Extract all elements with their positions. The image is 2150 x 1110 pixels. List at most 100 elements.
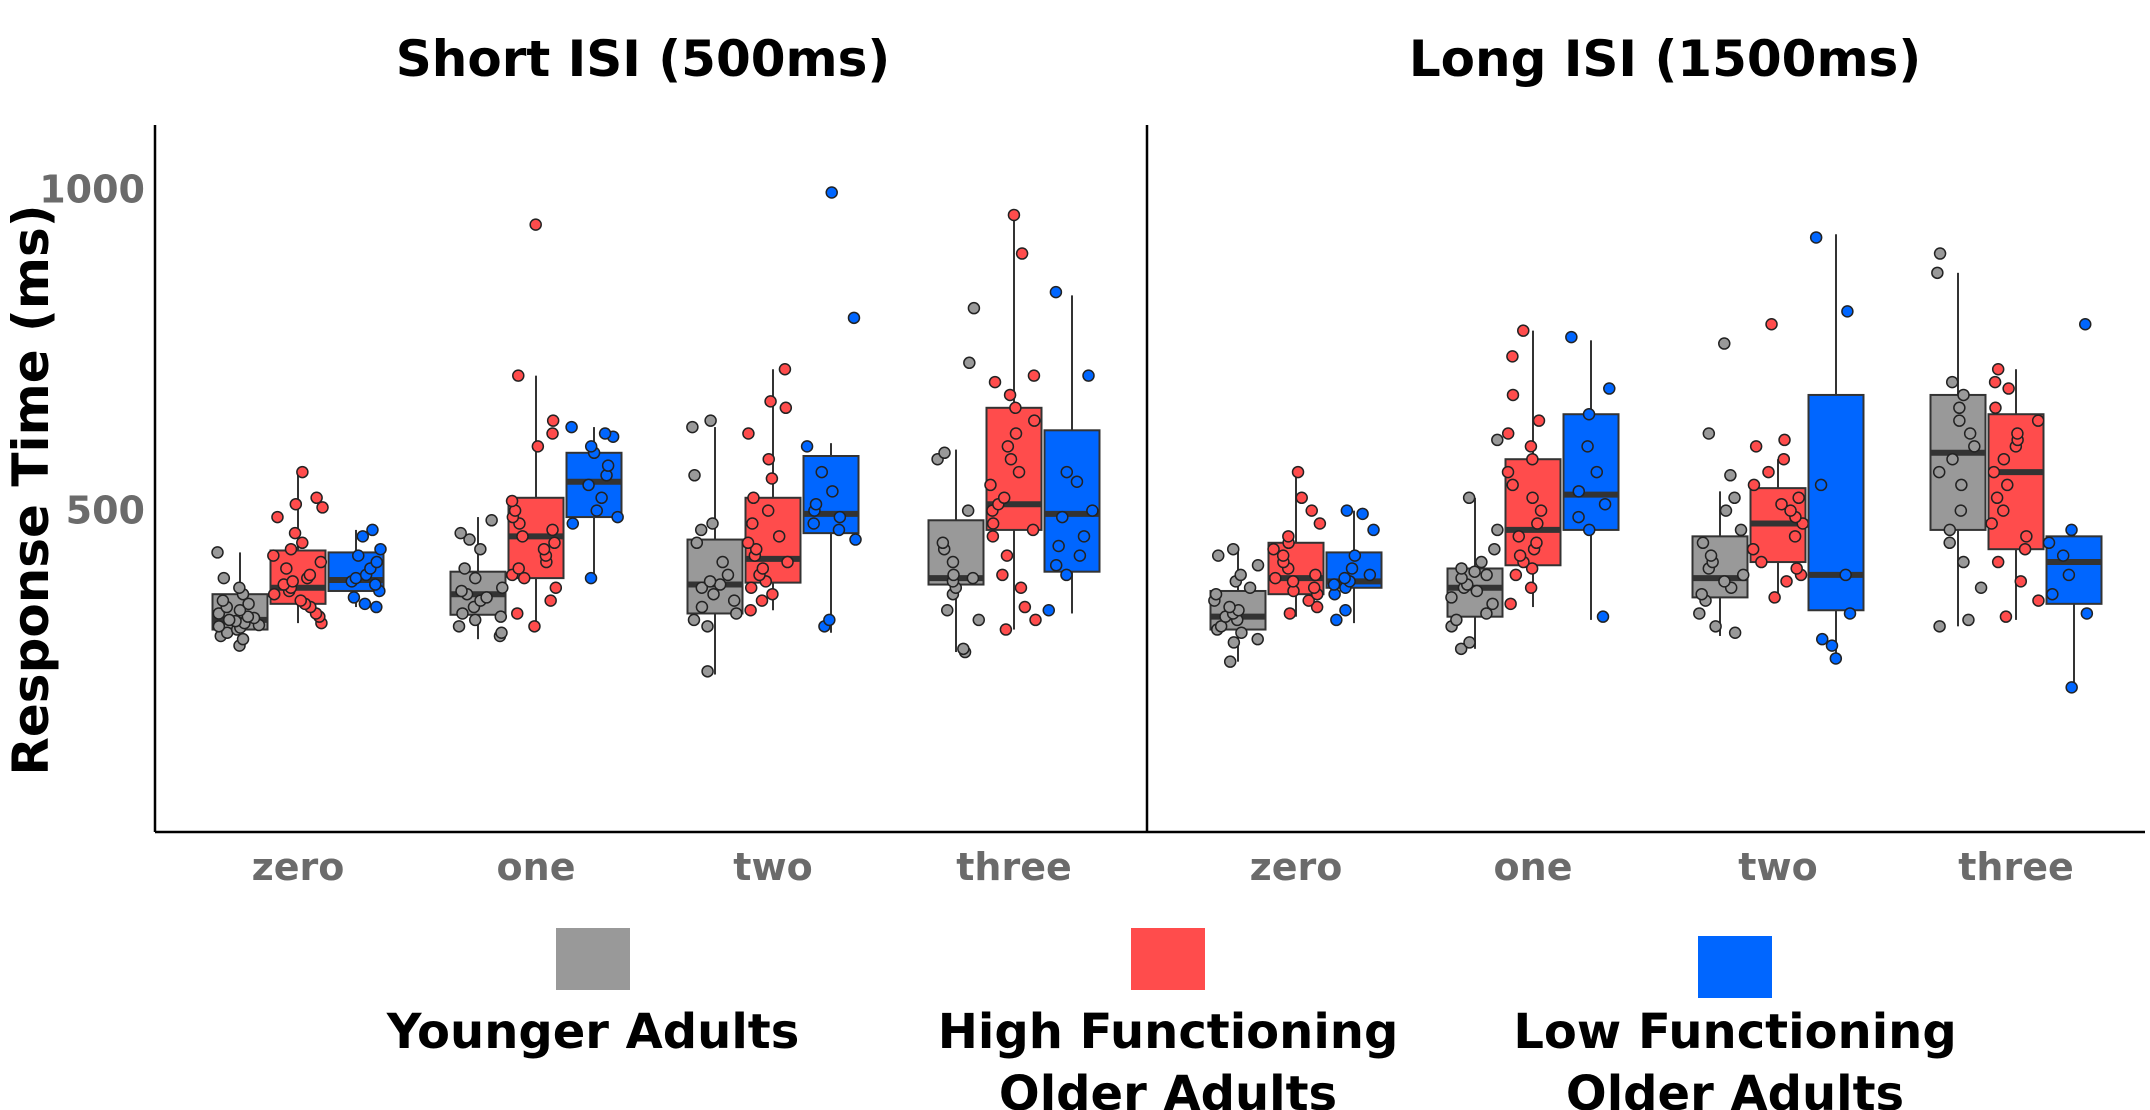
data-point bbox=[756, 562, 770, 575]
data-point bbox=[1809, 231, 1823, 244]
data-point bbox=[280, 562, 293, 575]
data-point bbox=[1338, 571, 1351, 585]
data-point bbox=[1943, 523, 1957, 537]
data-point bbox=[687, 613, 701, 627]
data-point bbox=[823, 613, 836, 627]
box-group bbox=[741, 362, 802, 617]
box-group bbox=[1985, 362, 2045, 623]
data-point bbox=[271, 510, 284, 524]
data-point bbox=[1989, 401, 2002, 415]
data-point bbox=[747, 491, 760, 505]
data-point bbox=[744, 604, 757, 617]
x-tick-label: two bbox=[733, 845, 812, 889]
data-point bbox=[764, 395, 777, 408]
box-group bbox=[1325, 504, 1383, 627]
x-tick-label: zero bbox=[1250, 845, 1343, 889]
data-point bbox=[546, 523, 559, 537]
data-point bbox=[1251, 632, 1264, 646]
data-point bbox=[370, 555, 383, 569]
panel-titles: Short ISI (500ms) Long ISI (1500ms) bbox=[396, 30, 1921, 88]
data-point bbox=[1060, 568, 1073, 582]
data-point bbox=[233, 604, 247, 617]
data-point bbox=[1302, 594, 1315, 607]
box-group bbox=[449, 514, 509, 643]
data-point bbox=[1491, 433, 1504, 447]
data-point bbox=[716, 555, 729, 569]
data-point bbox=[2031, 414, 2045, 427]
data-point bbox=[997, 491, 1011, 505]
data-point bbox=[303, 568, 317, 582]
panel-title: Short ISI (500ms) bbox=[396, 30, 890, 88]
data-point bbox=[1291, 465, 1305, 479]
box-group bbox=[927, 301, 986, 659]
box-group bbox=[1562, 330, 1620, 623]
data-point bbox=[458, 562, 471, 575]
data-point bbox=[1450, 613, 1463, 627]
data-point bbox=[847, 311, 861, 325]
data-point bbox=[761, 504, 775, 517]
box-group bbox=[1691, 337, 1750, 640]
data-point bbox=[1475, 555, 1488, 569]
data-point bbox=[2065, 681, 2078, 694]
data-point bbox=[469, 571, 482, 585]
data-point bbox=[779, 401, 793, 415]
data-point bbox=[1276, 549, 1290, 562]
data-point bbox=[1480, 607, 1493, 620]
data-point bbox=[1077, 530, 1091, 543]
data-point bbox=[1305, 504, 1318, 517]
data-point bbox=[1003, 388, 1017, 402]
data-point bbox=[463, 533, 476, 546]
data-point bbox=[284, 542, 298, 556]
data-point bbox=[1736, 568, 1750, 582]
data-point bbox=[1581, 440, 1594, 453]
x-tick-label: two bbox=[1738, 845, 1817, 889]
data-point bbox=[512, 369, 525, 382]
data-point bbox=[1788, 530, 1802, 543]
data-point bbox=[1307, 581, 1321, 595]
data-point bbox=[1968, 440, 1981, 453]
data-point bbox=[496, 581, 509, 595]
data-point bbox=[531, 440, 545, 453]
legend-label: Younger Adults bbox=[386, 1004, 800, 1060]
x-tick-label: one bbox=[1494, 845, 1573, 889]
data-point bbox=[1027, 369, 1041, 382]
data-point bbox=[212, 620, 226, 633]
data-point bbox=[695, 600, 709, 614]
data-point bbox=[778, 362, 792, 376]
data-point bbox=[1227, 636, 1241, 649]
data-point bbox=[1775, 497, 1788, 511]
data-point bbox=[1004, 452, 1018, 466]
data-point bbox=[1784, 504, 1797, 517]
data-point bbox=[1015, 247, 1029, 260]
data-point bbox=[1957, 555, 1970, 569]
legend-swatch bbox=[556, 928, 630, 990]
data-point bbox=[1734, 523, 1748, 537]
data-point bbox=[1060, 465, 1074, 479]
legend: Younger Adults High Functioning Older Adul… bbox=[386, 928, 1957, 1110]
data-point bbox=[1455, 562, 1468, 575]
data-point bbox=[505, 494, 519, 508]
data-point bbox=[1506, 388, 1520, 402]
panel-title: Long ISI (1500ms) bbox=[1409, 30, 1921, 88]
data-point bbox=[690, 536, 704, 550]
data-point bbox=[772, 530, 786, 543]
data-point bbox=[454, 526, 467, 540]
data-point bbox=[566, 517, 580, 530]
data-point bbox=[988, 375, 1002, 389]
data-point bbox=[584, 571, 598, 585]
data-point bbox=[452, 620, 466, 633]
data-point bbox=[1517, 324, 1530, 337]
data-point bbox=[1534, 504, 1548, 517]
data-point bbox=[1718, 337, 1731, 350]
x-ticks: zero one two three zero one two three bbox=[252, 845, 2074, 889]
data-point bbox=[1768, 591, 1781, 604]
data-point bbox=[1086, 504, 1099, 517]
data-point bbox=[1933, 620, 1946, 633]
box-group bbox=[1807, 231, 1865, 665]
data-point bbox=[537, 542, 551, 556]
data-point bbox=[1815, 632, 1829, 646]
data-point bbox=[511, 607, 524, 620]
data-point bbox=[1445, 591, 1458, 604]
legend-label: Older Adults bbox=[1566, 1066, 1904, 1110]
